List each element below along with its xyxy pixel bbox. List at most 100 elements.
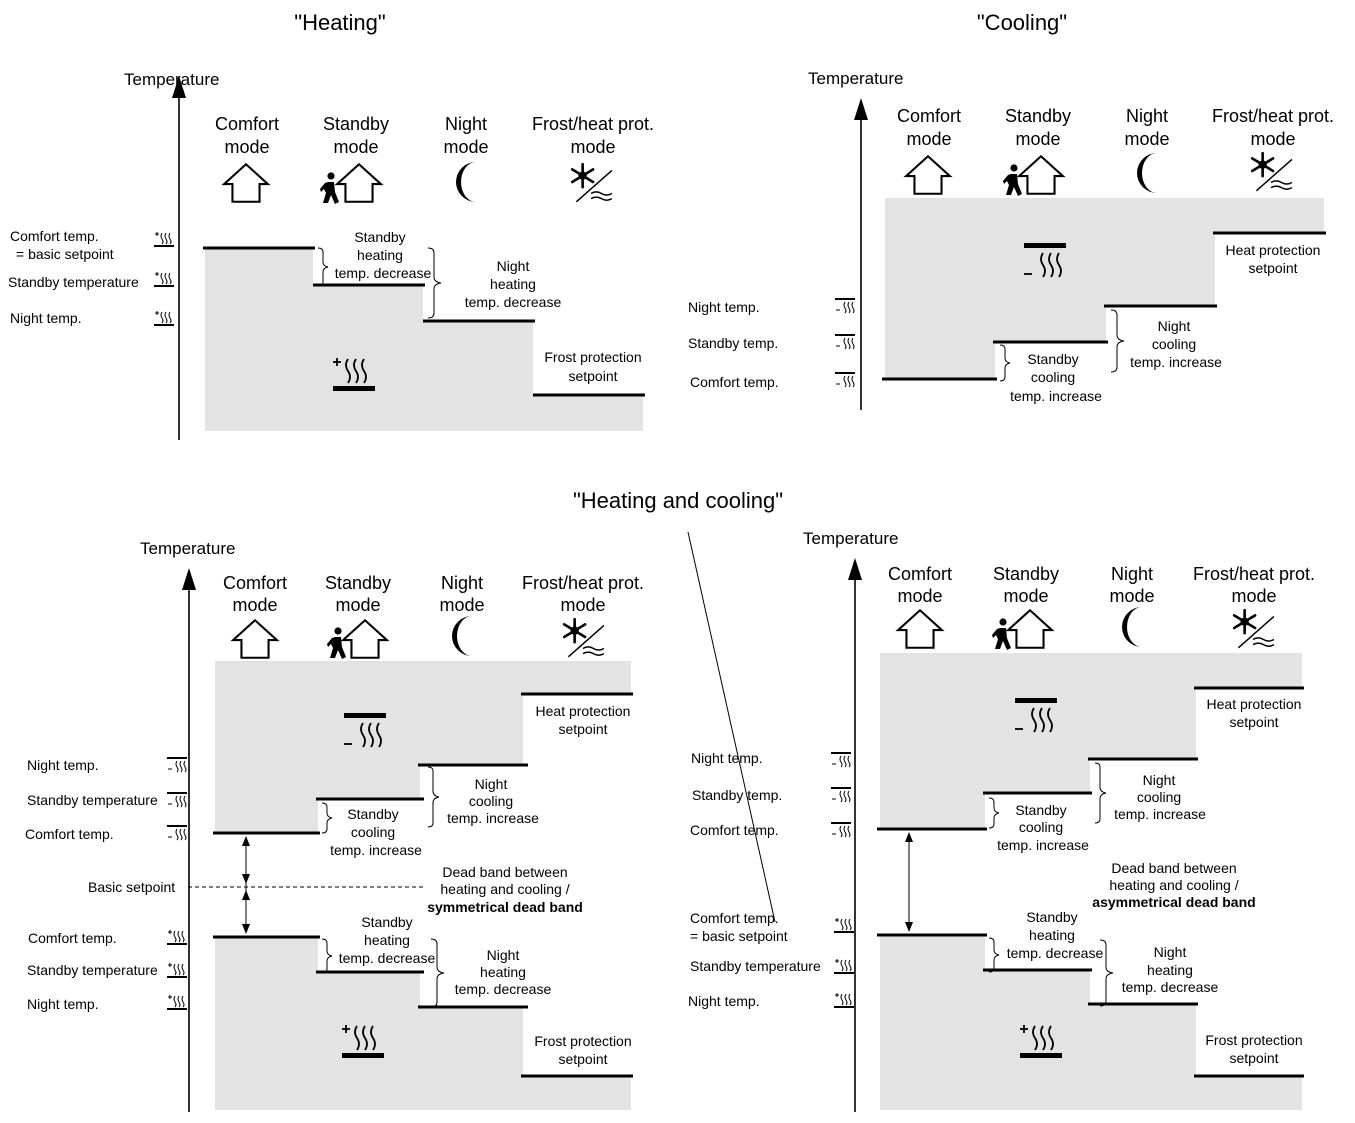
house-icon: [1018, 155, 1064, 195]
heat-prot-note: Heat protection setpoint: [536, 703, 631, 737]
moon-icon: [456, 162, 476, 202]
heating-mode-labels: Comfort mode Standby mode Night mode Frost/…: [215, 114, 654, 157]
moon-icon: [1137, 153, 1157, 193]
cooling-icon: [831, 822, 851, 838]
heating-night-note: Night heating temp. decrease: [465, 258, 562, 310]
house-icon: [223, 163, 269, 203]
heat-comfort-temp-label: Comfort temp.: [28, 930, 117, 946]
night-brace: [427, 247, 442, 319]
title-heating: "Heating": [294, 10, 385, 35]
heat-night-temp-label: Night temp.: [27, 996, 99, 1012]
dead-band-arrow-head: [242, 874, 250, 884]
heat-prot-note: Heat protection setpoint: [1207, 696, 1302, 730]
house-icon: [905, 155, 951, 195]
standby-heat-note: Standby heating temp. decrease: [339, 914, 436, 966]
combined-left-axis-arrow: [182, 568, 196, 590]
cooling-icon: [167, 792, 187, 808]
moon-icon: [452, 616, 472, 656]
cooling-icon: [835, 372, 855, 388]
standby-mode-label: Standby mode: [325, 573, 391, 615]
cooling-heat-prot-note: Heat protection setpoint: [1226, 242, 1321, 276]
heating-axis-label: Temperature: [124, 70, 219, 89]
standby-mode-label: Standby mode: [323, 114, 389, 157]
cooling-mode-labels: Comfort mode Standby mode Night mode Frost/…: [897, 106, 1334, 149]
heating-icon: [154, 310, 174, 326]
comfort-mode-label: Comfort mode: [223, 573, 287, 615]
night-heat-note: Night heating temp. decrease: [455, 947, 552, 997]
heat-standby-temp-label: Standby temperature: [27, 962, 158, 978]
combined-right-axis-arrow: [848, 558, 862, 580]
house-icon: [336, 163, 382, 203]
cool-comfort-temp-label: Comfort temp.: [25, 826, 114, 842]
house-icon: [1007, 609, 1053, 649]
heating-icon: [834, 958, 854, 974]
title-cooling: "Cooling": [977, 10, 1067, 35]
cooling-axis-arrow: [854, 98, 868, 120]
night-mode-label: Night mode: [1109, 564, 1154, 606]
combined-asymmetrical-diagram: Temperature Comfort mode Standby mode Nigh…: [688, 529, 1315, 1112]
cooling-icon: [831, 787, 851, 803]
heating-area: [880, 935, 1302, 1110]
frost-mode-label: Frost/heat prot. mode: [1212, 106, 1334, 149]
standby-brace: [317, 247, 329, 287]
house-icon: [232, 619, 278, 659]
heat-standby-temp-label: Standby temperature: [690, 958, 821, 974]
cooling-night-note: Night cooling temp. increase: [1130, 318, 1222, 370]
frost-note: Frost protection setpoint: [534, 1033, 631, 1067]
heat-comfort-temp-label: Comfort temp. = basic setpoint: [690, 910, 788, 944]
cooling-icon: [831, 752, 851, 768]
heating-night-temp-label: Night temp.: [10, 310, 82, 326]
heating-icon: [834, 917, 854, 933]
standby-heat-note: Standby heating temp. decrease: [1007, 909, 1104, 961]
heating-diagram: Temperature Comfort mode Standby mode Nigh…: [8, 70, 654, 440]
dead-band-note: Dead band between heating and cooling / sy…: [427, 864, 583, 915]
night-heat-note: Night heating temp. decrease: [1122, 944, 1219, 995]
night-brace: [1110, 309, 1125, 373]
standby-mode-label: Standby mode: [993, 564, 1059, 606]
night-brace: [1094, 762, 1107, 824]
heating-standby-temp-label: Standby temperature: [8, 274, 139, 290]
standby-mode-label: Standby mode: [1005, 106, 1071, 149]
cool-comfort-temp-label: Comfort temp.: [690, 822, 779, 838]
moon-icon: [1122, 607, 1142, 647]
cooling-area: [885, 198, 1324, 379]
combined-left-axis-label: Temperature: [140, 539, 235, 558]
snowflake-icon: [1232, 608, 1276, 650]
frost-mode-label: Frost/heat prot. mode: [1193, 564, 1315, 606]
frost-mode-label: Frost/heat prot. mode: [522, 573, 644, 615]
standby-brace: [988, 797, 1000, 829]
cooling-icon: [835, 334, 855, 350]
cooling-axis-label: Temperature: [808, 69, 903, 88]
house-icon: [342, 619, 388, 659]
house-icon: [897, 609, 943, 649]
heating-area: [205, 248, 643, 431]
night-brace: [1099, 939, 1114, 1007]
running-person-icon: [992, 618, 1011, 650]
dead-band-arrow-head: [242, 890, 250, 900]
night-cool-note: Night cooling temp. increase: [1114, 772, 1206, 822]
cooling-night-temp-label: Night temp.: [688, 299, 760, 315]
running-person-icon: [327, 627, 346, 659]
heating-icon: [167, 994, 187, 1010]
cooling-icon: [167, 757, 187, 773]
night-mode-label: Night mode: [1124, 106, 1169, 149]
basic-setpoint-label: Basic setpoint: [88, 879, 175, 895]
heating-area: [215, 937, 631, 1110]
heating-icon: [154, 271, 174, 287]
heating-icon: [167, 929, 187, 945]
running-person-icon: [1003, 164, 1022, 196]
cool-standby-temp-label: Standby temp.: [692, 787, 782, 803]
standby-brace: [988, 937, 1000, 973]
cooling-icon: [835, 298, 855, 314]
frost-mode-label: Frost/heat prot. mode: [532, 114, 654, 157]
heating-comfort-temp-label: Comfort temp. = basic setpoint: [10, 228, 114, 262]
combined-right-mode-labels: Comfort mode Standby mode Night mode Frost/…: [888, 564, 1315, 606]
combined-left-mode-labels: Comfort mode Standby mode Night mode Frost/…: [223, 573, 644, 615]
heating-icon: [167, 962, 187, 978]
comfort-mode-label: Comfort mode: [215, 114, 279, 157]
separator-line: [687, 531, 776, 923]
night-mode-label: Night mode: [439, 573, 484, 615]
cooling-comfort-temp-label: Comfort temp.: [690, 374, 779, 390]
snowflake-icon: [562, 617, 606, 659]
